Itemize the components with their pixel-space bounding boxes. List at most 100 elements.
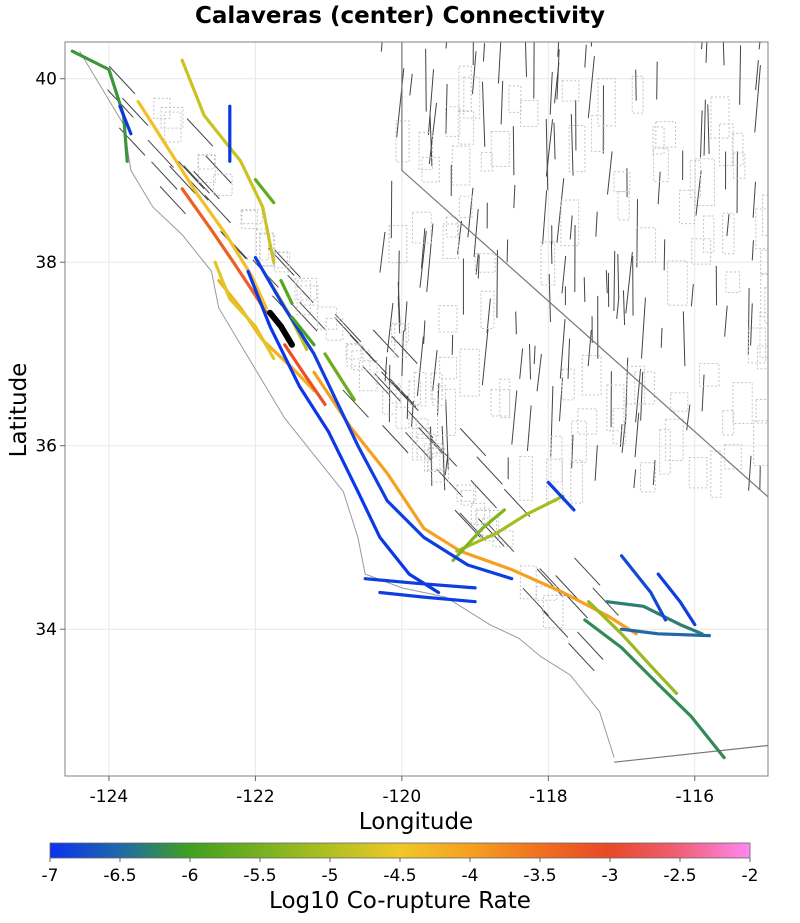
fault-surface-rect bbox=[626, 365, 646, 405]
colorbar-tick-label: -2 bbox=[742, 866, 759, 886]
background-fault bbox=[587, 56, 595, 119]
fault-surface-rect bbox=[459, 348, 480, 397]
fault-surface-rect bbox=[492, 530, 514, 548]
map-basemap bbox=[70, 42, 768, 763]
fault-surface-rect bbox=[437, 388, 456, 436]
background-fault bbox=[722, 42, 725, 66]
background-fault bbox=[475, 253, 479, 275]
background-fault bbox=[374, 373, 401, 402]
fault-surface-rect bbox=[445, 216, 458, 238]
fault-surface-rect bbox=[451, 145, 471, 186]
fault-surface-rect bbox=[480, 290, 495, 329]
fault-surface-rect bbox=[395, 120, 410, 163]
fault-surface-rect bbox=[561, 368, 575, 401]
fault-surface-rect bbox=[542, 594, 564, 629]
fault-surface-rect bbox=[197, 154, 216, 183]
x-tick-label: -124 bbox=[90, 787, 129, 807]
fault-surface-rect bbox=[411, 427, 431, 461]
fault-surface-rect bbox=[430, 372, 443, 400]
background-fault bbox=[553, 122, 556, 160]
fault-surface-rect bbox=[259, 232, 274, 267]
background-fault bbox=[568, 642, 595, 672]
fault-surface-rect bbox=[423, 443, 444, 472]
fault-surface-rect bbox=[519, 565, 537, 600]
fault-surface-rect bbox=[300, 285, 319, 306]
colored-faults bbox=[70, 49, 726, 760]
fault-surface-rect bbox=[212, 173, 233, 196]
fault-surface-rect bbox=[255, 228, 270, 261]
fault-surface-rect bbox=[316, 306, 338, 330]
background-fault bbox=[755, 60, 759, 90]
fault-surface-rect bbox=[351, 350, 371, 371]
fault-surface-rect bbox=[153, 97, 171, 119]
background-fault bbox=[511, 390, 518, 445]
background-fault bbox=[571, 434, 574, 469]
background-faults bbox=[107, 42, 761, 672]
colorbar-tick-label: -2.5 bbox=[663, 866, 696, 886]
background-fault bbox=[459, 427, 487, 457]
background-fault bbox=[496, 249, 498, 318]
y-tick-label: 40 bbox=[35, 70, 57, 90]
background-fault bbox=[428, 102, 438, 165]
background-fault bbox=[470, 480, 497, 509]
fault-surface-rect bbox=[345, 343, 362, 360]
background-fault bbox=[606, 151, 613, 195]
fault-surface-rect bbox=[635, 227, 657, 263]
x-axis-ticks: -124 -122 -120 -118 -116 bbox=[90, 776, 714, 807]
background-fault bbox=[595, 211, 598, 237]
background-fault bbox=[522, 587, 549, 617]
background-fault bbox=[619, 424, 623, 447]
background-fault bbox=[397, 281, 401, 326]
fault-surface-rect bbox=[296, 280, 312, 316]
y-tick-label: 34 bbox=[35, 620, 57, 640]
background-fault bbox=[481, 81, 486, 147]
fault-surface-rect bbox=[631, 75, 644, 114]
background-fault bbox=[548, 274, 551, 323]
fault-surface-rect bbox=[732, 152, 746, 179]
background-fault bbox=[726, 213, 730, 237]
background-fault bbox=[169, 165, 196, 194]
background-fault bbox=[622, 290, 626, 325]
fault-surface-rect bbox=[431, 452, 450, 483]
fault-surface-rect bbox=[457, 110, 475, 145]
background-fault bbox=[707, 104, 710, 154]
fault-surface-rect bbox=[458, 195, 473, 218]
fault-surface-rect bbox=[694, 158, 715, 206]
background-fault bbox=[526, 405, 532, 451]
fault-surface-rect bbox=[722, 212, 735, 255]
background-fault bbox=[151, 161, 178, 190]
fault-surface-rect bbox=[756, 345, 768, 370]
calaveras-center-highlight bbox=[267, 309, 295, 348]
fault-surface-rect bbox=[442, 223, 459, 260]
background-fault bbox=[426, 223, 434, 292]
fault-surface-rect bbox=[476, 510, 500, 542]
background-fault bbox=[416, 336, 424, 397]
fault-surface-rect bbox=[617, 190, 630, 221]
fault-surface-rect bbox=[535, 585, 558, 601]
background-fault bbox=[401, 330, 404, 377]
background-fault bbox=[445, 83, 448, 134]
fault-surface-rect bbox=[546, 458, 563, 503]
fault-surface-rect bbox=[445, 106, 461, 137]
background-fault bbox=[758, 42, 761, 50]
fault-surface-rect bbox=[652, 126, 665, 155]
fault-surface-rect bbox=[606, 384, 625, 432]
x-tick-label: -120 bbox=[383, 787, 422, 807]
background-fault bbox=[695, 170, 702, 216]
background-fault bbox=[747, 288, 750, 356]
background-fault bbox=[577, 631, 604, 660]
fault-trace bbox=[586, 600, 679, 696]
fault-surface-rect bbox=[753, 420, 768, 467]
background-fault bbox=[703, 99, 706, 156]
background-fault bbox=[752, 181, 756, 218]
fault-surface-rect bbox=[160, 107, 184, 129]
background-fault bbox=[617, 253, 620, 298]
background-fault bbox=[473, 208, 479, 257]
background-fault bbox=[515, 311, 517, 335]
fault-surface-rect bbox=[699, 363, 720, 387]
fault-surface-rect bbox=[761, 194, 768, 237]
background-fault bbox=[574, 557, 601, 586]
background-fault bbox=[549, 71, 553, 115]
background-fault bbox=[382, 425, 409, 454]
background-fault bbox=[299, 301, 326, 331]
